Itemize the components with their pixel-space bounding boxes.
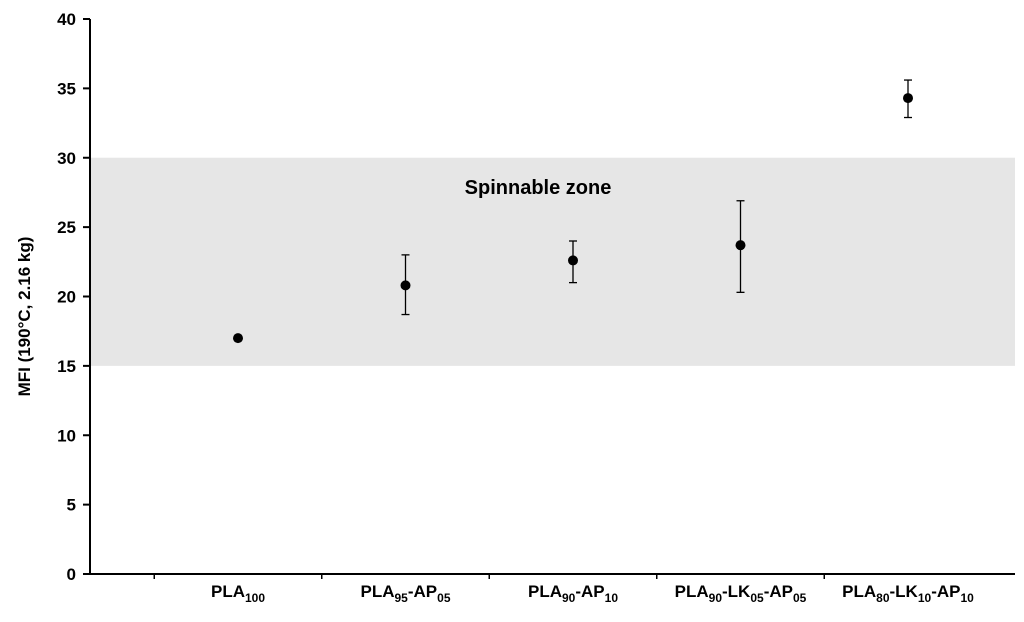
x-tick-label: PLA100	[211, 582, 265, 605]
spinnable-zone-label: Spinnable zone	[465, 177, 612, 199]
y-tick-label: 10	[57, 426, 76, 445]
y-tick-label: 0	[67, 565, 76, 584]
spinnable-zone-band	[91, 157, 1015, 366]
y-tick-label: 40	[57, 10, 76, 29]
y-tick-label: 15	[57, 357, 76, 376]
data-point	[903, 93, 913, 104]
y-tick-label: 20	[57, 288, 76, 307]
x-tick-labels: PLA100 PLA95-AP05 PLA90-AP10 PLA90-LK05-AP0…	[153, 574, 974, 605]
x-tick-label: PLA95-AP05	[361, 582, 451, 605]
y-tick-label: 5	[67, 496, 76, 515]
data-points	[233, 79, 913, 344]
x-tick-label: PLA90-AP10	[528, 582, 618, 605]
x-tick-label: PLA90-LK05-AP05	[675, 582, 807, 605]
y-tick-label: 30	[57, 149, 76, 168]
y-tick-label: 35	[57, 79, 76, 98]
y-axis-title: MFI (190°C, 2.16 kg)	[15, 237, 34, 397]
data-point	[568, 255, 578, 266]
data-point	[233, 333, 243, 344]
x-tick-label: PLA80-LK10-AP10	[842, 582, 974, 605]
y-ticks: 0 5 10 15 20 25 30 35 40	[57, 10, 90, 584]
data-point	[400, 280, 411, 291]
data-point	[735, 240, 746, 251]
y-tick-label: 25	[57, 218, 76, 237]
